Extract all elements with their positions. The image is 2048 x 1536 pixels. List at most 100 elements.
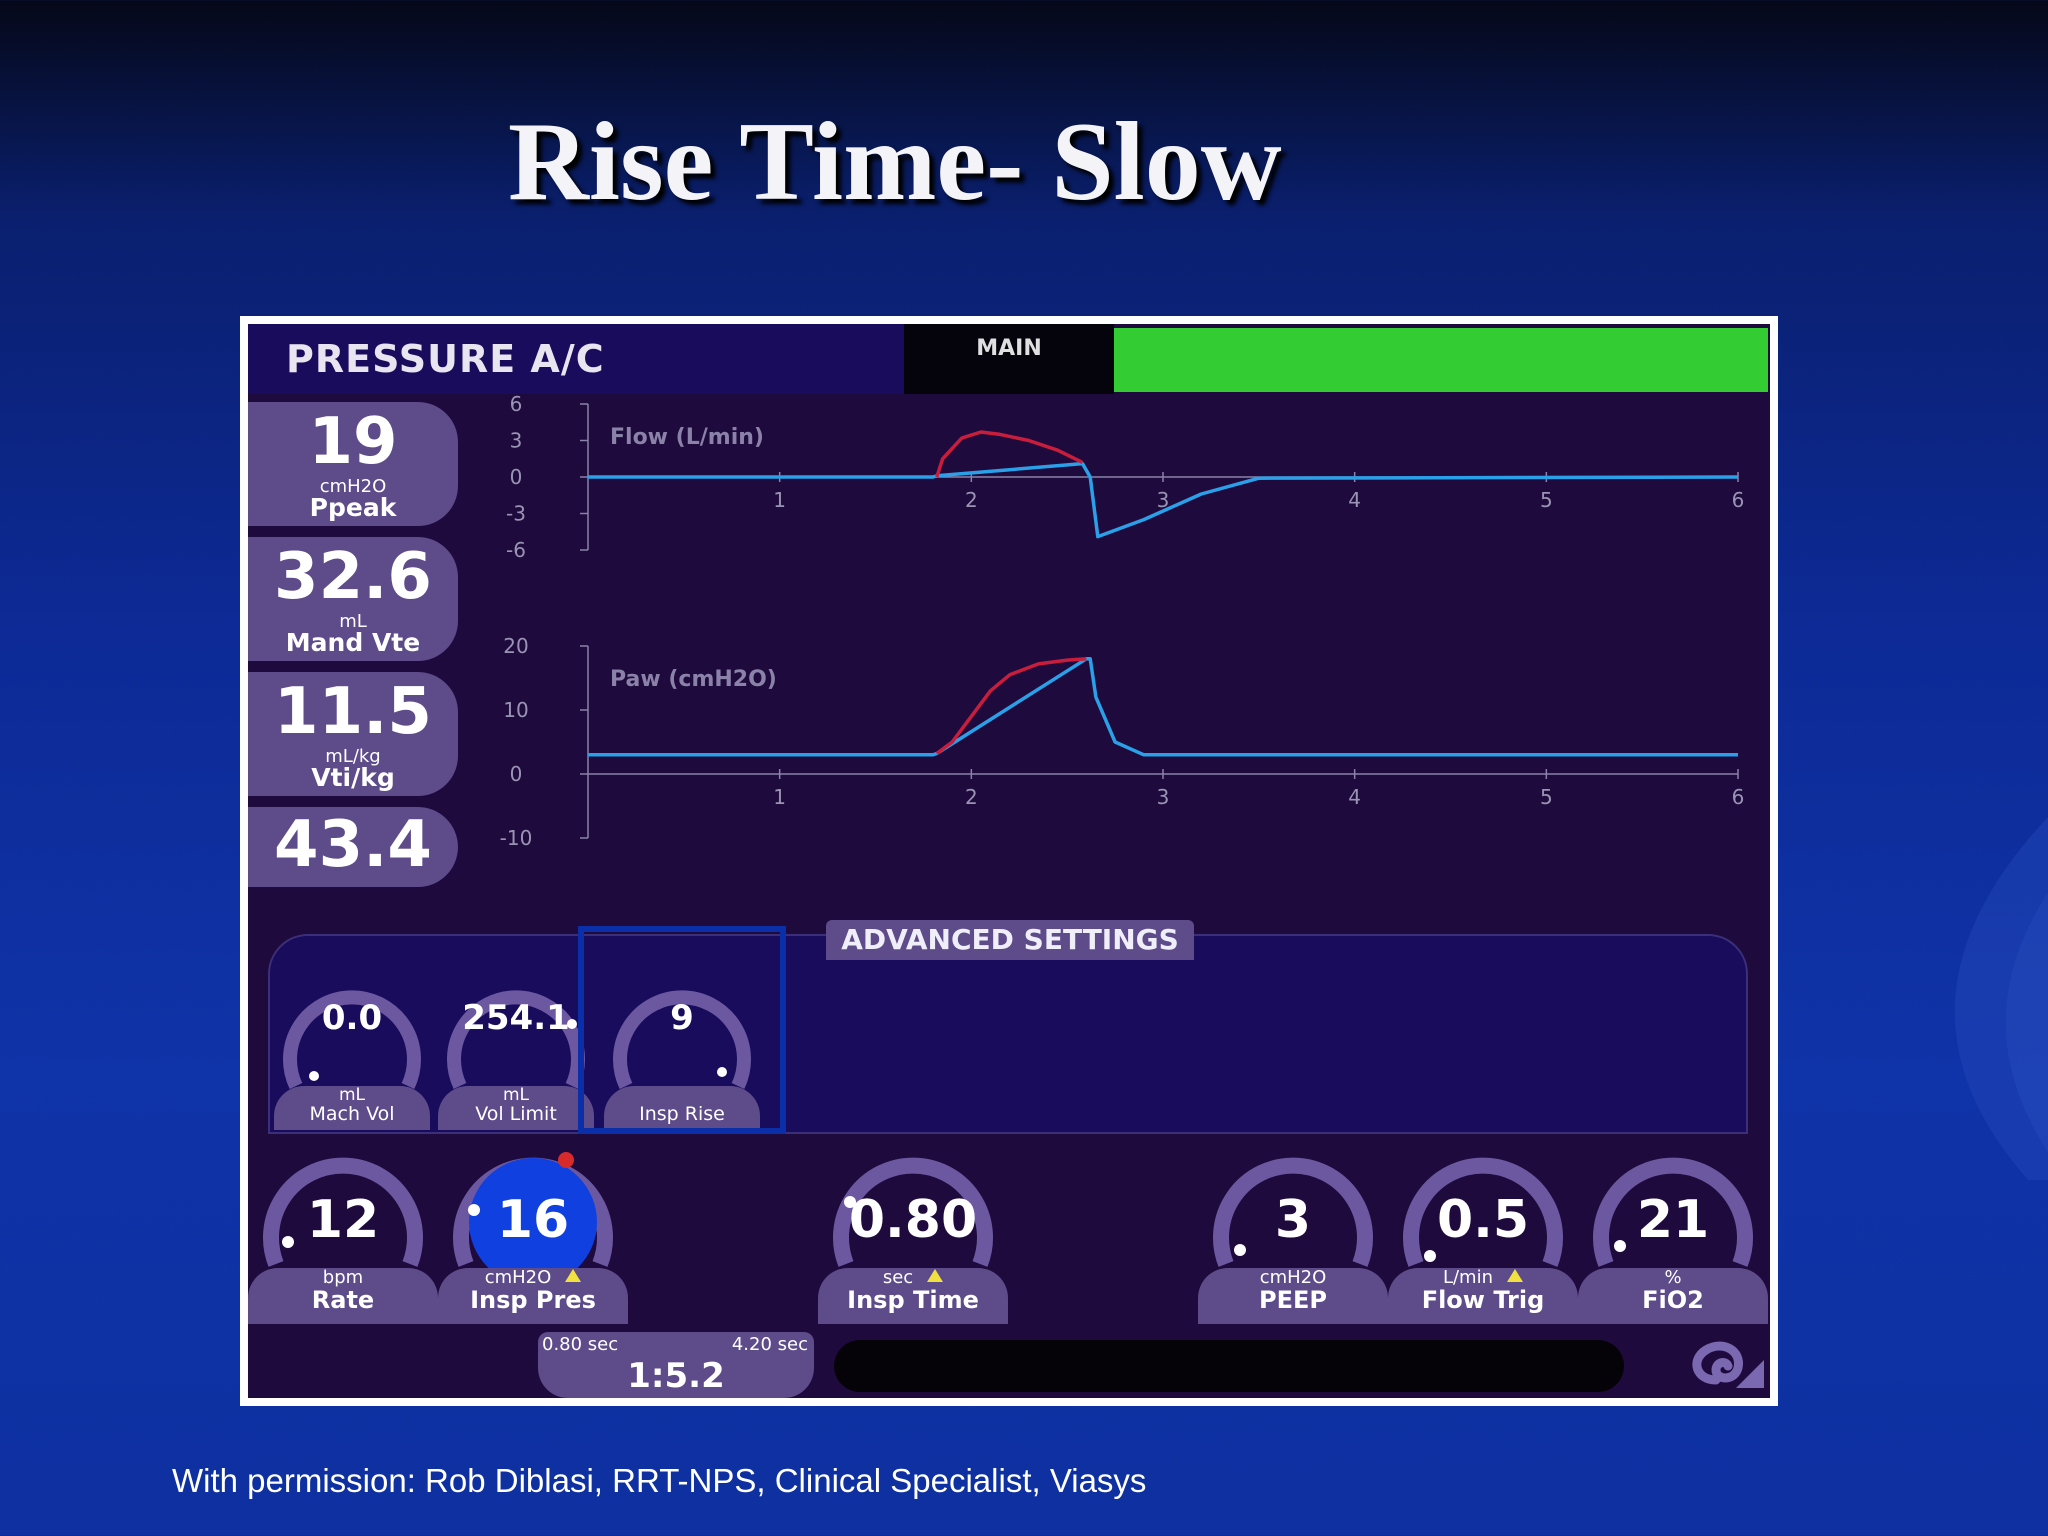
dial-ring xyxy=(453,1152,613,1286)
x-tick-label: 3 xyxy=(1157,785,1170,809)
waveform-graphs: 6 3 0 -3 -6 1 2 3 4 5 6 Flow (L/min) 20 10 0 -10 1 2 3 4 5 6 P… xyxy=(500,394,1745,850)
x-tick-label: 5 xyxy=(1540,488,1553,512)
ventilator-screenshot-frame: PRESSURE A/C MAIN 19 cmH2O Ppeak 32.6 mL… xyxy=(240,316,1778,1406)
dial-base: Insp Rise xyxy=(604,1086,760,1130)
vol-limit-dial[interactable]: 254.1 mL Vol Limit xyxy=(438,954,594,1130)
dial-base: bpm Rate xyxy=(248,1268,438,1324)
dial-base: % FiO2 xyxy=(1578,1268,1768,1324)
waveform-line xyxy=(588,657,1738,757)
message-bar xyxy=(834,1340,1624,1392)
dial-ring xyxy=(613,990,751,1089)
x-tick-label: 1 xyxy=(773,488,786,512)
x-tick-label: 4 xyxy=(1348,785,1361,809)
x-tick-label: 4 xyxy=(1348,488,1361,512)
dial-label: FiO2 xyxy=(1642,1286,1704,1314)
dial-unit: mL xyxy=(338,1085,366,1105)
dial-base: mL Mach Vol xyxy=(274,1086,430,1130)
warning-icon xyxy=(565,1269,582,1282)
readout-value: 32.6 xyxy=(274,540,432,614)
dial-label: Insp Time xyxy=(847,1286,979,1314)
readout-ppeak: 19 cmH2O Ppeak xyxy=(248,402,458,526)
x-tick-label: 3 xyxy=(1157,488,1170,512)
flow-trig-dial[interactable]: 0.5 L/min Flow Trig xyxy=(1388,1138,1578,1328)
readout-value: 43.4 xyxy=(274,808,432,882)
readout-value: 19 xyxy=(308,405,398,479)
dial-ring xyxy=(283,990,421,1089)
y-tick-label: 0 xyxy=(510,762,523,786)
inspiration-segment xyxy=(935,430,1084,478)
y-tick-label: 6 xyxy=(510,394,523,416)
warning-icon xyxy=(1507,1269,1524,1282)
y-tick-label: 3 xyxy=(510,429,523,453)
dial-label: Mach Vol xyxy=(309,1103,395,1125)
y-tick-label: 0 xyxy=(510,465,523,489)
peep-dial[interactable]: 3 cmH2O PEEP xyxy=(1198,1138,1388,1328)
readout-vti-kg: 11.5 mL/kg Vti/kg xyxy=(248,672,458,796)
insp-time-dial[interactable]: 0.80 sec Insp Time xyxy=(818,1138,1008,1328)
y-tick-label: -3 xyxy=(506,502,526,526)
waveform-line xyxy=(588,461,1739,539)
readout-unit: cmH2O xyxy=(319,476,387,497)
chart-title: Paw (cmH2O) xyxy=(610,667,777,692)
mach-vol-dial[interactable]: 0.0 mL Mach Vol xyxy=(274,954,430,1130)
dial-unit: L/min xyxy=(1442,1267,1494,1288)
dial-base: cmH2O PEEP xyxy=(1198,1268,1388,1324)
dial-ring xyxy=(833,1157,993,1267)
readout-4: 43.4 xyxy=(248,807,458,887)
background-swoosh xyxy=(1954,817,2048,1180)
advanced-settings-title[interactable]: ADVANCED SETTINGS xyxy=(826,920,1194,960)
alarm-status-bar[interactable] xyxy=(1114,328,1768,392)
readout-value: 11.5 xyxy=(274,675,432,749)
top-bar: PRESSURE A/C MAIN xyxy=(248,324,1770,394)
fio2-dial[interactable]: 21 % FiO2 xyxy=(1578,1138,1768,1328)
x-tick-label: 2 xyxy=(965,488,978,512)
y-tick-label: 10 xyxy=(503,698,528,722)
ie-ratio-display: 0.80 sec 4.20 sec 1:5.2 xyxy=(538,1332,814,1398)
rate-dial[interactable]: 12 bpm Rate xyxy=(248,1138,438,1328)
ie-insp-time: 0.80 sec xyxy=(542,1334,619,1355)
dial-base: mL Vol Limit xyxy=(438,1086,594,1130)
dial-unit: % xyxy=(1664,1267,1682,1288)
readout-unit: mL xyxy=(339,611,367,632)
credit-text: With permission: Rob Diblasi, RRT-NPS, C… xyxy=(172,1462,1147,1499)
dial-ring xyxy=(1403,1157,1563,1267)
dial-value: 21 xyxy=(1636,1190,1710,1250)
dial-unit-row: sec xyxy=(818,1268,1008,1288)
insp-rise-dial[interactable]: 9 Insp Rise xyxy=(604,954,760,1130)
dial-base: sec Insp Time xyxy=(818,1268,1008,1324)
dial-value: 12 xyxy=(306,1190,380,1250)
dial-label: Vol Limit xyxy=(475,1103,557,1125)
ventilator-screen: PRESSURE A/C MAIN 19 cmH2O Ppeak 32.6 mL… xyxy=(248,324,1770,1398)
readout-label: Ppeak xyxy=(309,493,397,522)
dial-base: cmH2O Insp Pres xyxy=(438,1268,628,1324)
dial-unit: mL xyxy=(502,1085,530,1105)
chart-title: Flow (L/min) xyxy=(610,425,764,450)
x-tick-label: 1 xyxy=(773,785,786,809)
dial-ring xyxy=(1593,1157,1753,1267)
insp-pres-dial[interactable]: 16 cmH2O Insp Pres xyxy=(438,1138,628,1328)
readout-label: Vti/kg xyxy=(311,763,395,792)
dial-unit-row: cmH2O xyxy=(438,1268,628,1288)
dial-value: 0.80 xyxy=(848,1190,978,1250)
x-tick-label: 5 xyxy=(1540,785,1553,809)
dial-label: Rate xyxy=(311,1286,375,1314)
x-tick-label: 2 xyxy=(965,785,978,809)
insp-rise-highlight xyxy=(578,926,786,1134)
readout-mand-vte: 32.6 mL Mand Vte xyxy=(248,537,458,661)
dial-value: 3 xyxy=(1274,1190,1312,1250)
y-tick-label: -10 xyxy=(500,826,533,850)
dial-value: 0.0 xyxy=(321,998,383,1038)
dial-unit: bpm xyxy=(322,1267,364,1288)
slide-title: Rise Time- Slow xyxy=(508,100,1282,224)
spiral-logo-icon xyxy=(1692,1341,1764,1388)
dial-base: L/min Flow Trig xyxy=(1388,1268,1578,1324)
dial-value: 254.1 xyxy=(462,998,570,1038)
tab-main[interactable]: MAIN xyxy=(904,324,1114,394)
mode-label[interactable]: PRESSURE A/C xyxy=(248,324,904,394)
ie-ratio-value: 1:5.2 xyxy=(627,1356,725,1396)
inspiration-segment xyxy=(935,657,1087,755)
dial-unit: cmH2O xyxy=(484,1267,552,1288)
dial-value: 16 xyxy=(496,1190,570,1250)
ie-exp-time: 4.20 sec xyxy=(731,1334,808,1355)
dial-label: Flow Trig xyxy=(1421,1286,1545,1314)
